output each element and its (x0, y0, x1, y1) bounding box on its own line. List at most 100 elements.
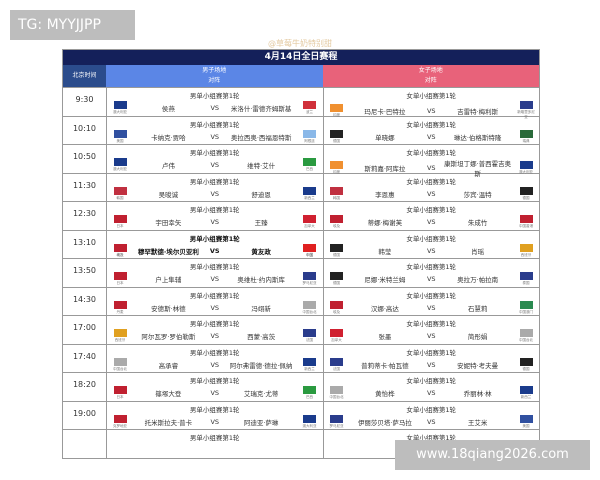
round-label: 男单小组赛第1轮 (189, 92, 240, 100)
vs-label: VS (426, 189, 436, 198)
round-label: 男单小组赛第1轮 (189, 320, 240, 328)
flag-icon: 德国 (516, 357, 536, 372)
player-2: 黄友政 (251, 247, 271, 256)
men-match: 男单小组赛第1轮 埃及 穆罕默德·埃尔贝亚利 VS 黄友政 中国 (107, 230, 324, 258)
player-1: 安德斯·林德 (151, 304, 186, 313)
vs-label: VS (426, 218, 436, 226)
vs-label: VS (426, 246, 436, 255)
matchup: 丹麦 安德斯·林德 VS 冯翊新 中国台北 (107, 300, 323, 315)
matchup: 中国台北 黄怡桦 VS 乔丽林·林 新西兰 (324, 386, 540, 400)
vs-label: VS (426, 417, 436, 426)
vs-label: VS (210, 132, 220, 141)
flag-icon: 西班牙 (516, 243, 536, 258)
time-cell: 10:50 (63, 145, 107, 173)
flag-icon: 德国 (327, 272, 347, 286)
men-match: 男单小组赛第1轮 日本 篠塚大登 VS 艾瑞克·尤蒂 巴西 (107, 373, 324, 401)
country-label: 西班牙 (114, 338, 126, 342)
country-label: 日本 (116, 395, 124, 399)
player-1: 高承睿 (158, 361, 179, 370)
country-label: 新喀里多尼亚 (517, 110, 535, 119)
round-label: 女单小组赛第1轮 (406, 263, 457, 271)
matchup: 埃及 蒂娜·梅谢芙 VS 朱成竹 中国香港 (324, 215, 540, 229)
time-cell: 13:10 (63, 230, 107, 258)
vs-label: VS (210, 218, 220, 226)
country-label: 波兰 (306, 110, 313, 114)
flag-icon: 德国 (327, 243, 347, 258)
country-label: 德国 (522, 195, 530, 200)
player-1: 篠塚大登 (155, 390, 182, 398)
flag-icon: 中国台北 (327, 386, 347, 400)
round-label: 男单小组赛第1轮 (189, 234, 240, 243)
matchup: 印度 玛尼卡·巴特拉 VS 吉雷特·梅利斯 新喀里多尼亚 (324, 101, 540, 120)
country-label: 阿根廷 (304, 138, 315, 143)
player-2: 阿迪亚·萨琳 (243, 418, 279, 427)
country-label: 泰国 (522, 281, 530, 285)
player-2: 维特·艾什 (247, 162, 276, 170)
player-2: 奥拉万·帕拉南 (457, 276, 499, 284)
round-label: 女单小组赛第1轮 (406, 291, 457, 300)
flag-icon: 中国台北 (516, 329, 536, 343)
country-label: 埃及 (116, 252, 124, 257)
men-match: 男单小组赛第1轮 韩国 吴晙诚 VS 舒迪恩 新西兰 (107, 173, 324, 201)
player-2: 琳达·伯格斯特隆 (453, 133, 502, 142)
matchup: 德国 尼娜·米特兰姆 VS 奥拉万·帕拉南 泰国 (324, 272, 540, 286)
country-label: 中国台北 (113, 366, 127, 371)
flag-icon: 美国 (516, 414, 536, 429)
matchup: 中国台北 高承睿 VS 阿尔弗雷德·德拉·佩纳 新西兰 (107, 357, 323, 372)
country-label: 西班牙 (520, 252, 532, 257)
matchup: 罗马尼亚 伊丽莎贝塔·萨马拉 VS 王艾米 美国 (324, 414, 540, 429)
round-label: 男单小组赛第1轮 (189, 263, 240, 271)
schedule-rows: 9:30 男单小组赛第1轮 澳大利亚 侯燕 VS 米洛什·雷德齐姆斯基 波兰女单小组赛第1轮… (63, 87, 539, 458)
player-2: 吉雷特·梅利斯 (457, 107, 499, 116)
player-1: 尼娜·米特兰姆 (364, 276, 406, 284)
flag-icon: 罗马尼亚 (327, 414, 347, 429)
men-match: 男单小组赛第1轮 澳大利亚 侯燕 VS 米洛什·雷德齐姆斯基 波兰 (107, 88, 324, 116)
player-1: 普莉蒂卡·帕瓦德 (361, 361, 409, 370)
player-1: 托米斯拉夫·普卡 (144, 418, 193, 427)
men-match: 男单小组赛第1轮 日本 宇田幸矢 VS 王臻 加拿大 (107, 202, 324, 230)
country-label: 罗马尼亚 (302, 281, 317, 285)
player-2: 王艾米 (467, 418, 488, 427)
flag-icon: 德国 (327, 129, 347, 144)
vs-label: VS (209, 246, 220, 255)
men-match: 男单小组赛第1轮 澳大利亚 卢伟 VS 维特·艾什 巴西 (107, 145, 324, 173)
time-cell: 17:00 (63, 316, 107, 344)
country-label: 法国 (333, 366, 340, 371)
flag-icon: 澳大利亚 (300, 414, 320, 429)
country-label: 巴西 (306, 167, 313, 171)
time-cell: 11:30 (63, 173, 107, 201)
vs-label: VS (210, 161, 220, 169)
round-label: 男单小组赛第1轮 (189, 405, 240, 414)
flag-icon: 新西兰 (300, 357, 320, 372)
men-match: 男单小组赛第1轮 (107, 430, 324, 458)
country-label: 美国 (116, 138, 124, 143)
men-match: 男单小组赛第1轮 克罗地亚 托米斯拉夫·普卡 VS 阿迪亚·萨琳 澳大利亚 (107, 401, 324, 429)
country-label: 中国台北 (519, 338, 533, 342)
round-label: 女单小组赛第1轮 (406, 348, 457, 357)
vs-label: VS (210, 275, 220, 283)
vs-label: VS (426, 164, 436, 172)
flag-icon: 印度 (327, 103, 347, 118)
header-men-sub: 对阵 (208, 77, 221, 84)
matchup: 德国 韩莹 VS 肖瑶 西班牙 (324, 243, 540, 258)
country-label: 德国 (333, 252, 340, 257)
flag-icon: 新西兰 (516, 386, 536, 400)
country-label: 澳大利亚 (519, 170, 533, 174)
matchup: 韩国 吴晙诚 VS 舒迪恩 新西兰 (107, 186, 323, 201)
country-label: 美国 (522, 423, 530, 428)
women-match: 女单小组赛第1轮 德国 尼娜·米特兰姆 VS 奥拉万·帕拉南 泰国 (324, 259, 540, 287)
player-1: 李恩惠 (375, 190, 395, 199)
women-match: 女单小组赛第1轮 埃及 蒂娜·梅谢芙 VS 朱成竹 中国香港 (324, 202, 540, 230)
women-match: 女单小组赛第1轮 (324, 430, 540, 458)
flag-icon: 瑞典 (516, 129, 536, 144)
time-cell: 14:30 (63, 287, 107, 315)
player-2: 康斯坦丁娜·普西霍吉奥斯 (444, 160, 512, 178)
table-row: 17:00 男单小组赛第1轮 西班牙 阿尔瓦罗·罗伯勒斯 VS 西蒙·高茨 法国 女单小组赛第… (63, 315, 539, 344)
table-row: 13:50 男单小组赛第1轮 日本 户上隼辅 VS 奥维杜·约内斯库 罗马尼亚 女单小组赛第1… (63, 258, 539, 287)
player-2: 朱成竹 (467, 219, 488, 227)
flag-icon: 罗马尼亚 (300, 272, 320, 286)
time-cell: 9:30 (63, 88, 107, 116)
country-label: 日本 (116, 281, 124, 285)
country-label: 韩国 (116, 195, 124, 200)
flag-icon: 法国 (327, 357, 347, 372)
